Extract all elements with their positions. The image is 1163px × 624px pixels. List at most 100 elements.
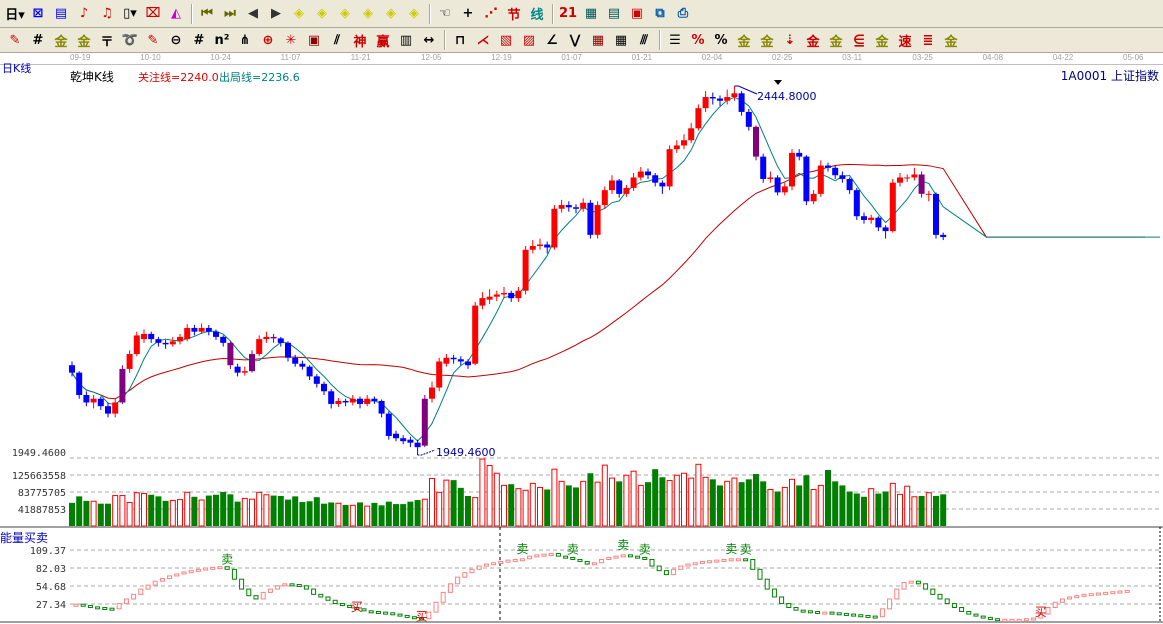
gold-icon[interactable]: 金 <box>54 34 68 50</box>
star-icon[interactable]: ✳ <box>285 32 297 48</box>
shen-icon[interactable]: 神 <box>353 34 367 50</box>
e-icon[interactable]: ⋸ <box>853 32 865 48</box>
volume-bar <box>904 485 911 527</box>
gold5-icon[interactable]: 金 <box>875 34 889 50</box>
shrink-icon[interactable]: ◈ <box>363 6 373 21</box>
candle-body <box>357 398 363 404</box>
indicator-bar <box>433 601 439 613</box>
zoom-out-icon[interactable]: ◈ <box>409 6 419 21</box>
indicator-bar <box>728 558 734 562</box>
indicator9-icon[interactable]: ♫ <box>101 6 113 21</box>
indicator-bar <box>800 609 806 613</box>
jie-icon[interactable]: 节 <box>507 8 521 23</box>
indicator-bar <box>419 617 425 621</box>
hand-icon[interactable]: ☜ <box>439 6 451 21</box>
indicator-bar <box>347 605 353 609</box>
date-tick: 03-11 <box>842 53 863 62</box>
calendar-icon[interactable]: 21 <box>558 6 578 21</box>
gann-box-icon[interactable]: ▧ <box>499 32 513 48</box>
ladder2-icon[interactable]: ≣ <box>922 32 934 48</box>
grid-icon[interactable]: ▦ <box>591 32 605 48</box>
left-icon[interactable]: ◀ <box>248 6 258 21</box>
indicator-bar <box>901 581 907 590</box>
fibonacci-icon[interactable]: 〒 <box>100 34 114 50</box>
notes-icon[interactable]: ▤ <box>54 6 68 21</box>
indicator-bar <box>951 603 957 609</box>
indicator-bar <box>865 614 871 618</box>
angle-icon[interactable]: ∠ <box>546 32 558 48</box>
indicator3-icon[interactable]: ♪ <box>79 6 89 21</box>
print-icon[interactable]: ⎙ <box>677 6 689 21</box>
gold-circle-icon[interactable]: 金 <box>737 34 751 50</box>
save-icon[interactable]: ▣ <box>630 6 644 21</box>
gold-circle2-icon[interactable]: 金 <box>760 34 774 50</box>
volume-bar <box>249 498 255 527</box>
square-icon[interactable]: ▣ <box>307 32 321 48</box>
parallel-icon[interactable]: # <box>193 32 205 48</box>
right-icon[interactable]: ▶ <box>271 6 281 21</box>
indicator-bar <box>1031 617 1037 621</box>
candle-type-dropdown-icon[interactable]: ▯▾ <box>123 6 137 21</box>
circle-icon[interactable]: ⊖ <box>170 32 182 48</box>
chart-window-icon[interactable]: ⊠ <box>32 6 44 21</box>
volume-bar <box>925 492 932 527</box>
line-tool-icon[interactable]: ⋰ <box>484 6 498 21</box>
wave-icon[interactable]: ⋁ <box>569 32 581 48</box>
gann-fan-icon[interactable]: ⋌ <box>476 32 490 48</box>
target-icon[interactable]: ⊕ <box>262 32 274 48</box>
candle-body <box>270 336 277 339</box>
candle-body <box>810 193 817 202</box>
candle-body <box>623 187 630 194</box>
fan-icon[interactable]: ⋔ <box>239 32 251 48</box>
arrow-down-icon[interactable]: ⇣ <box>784 32 796 48</box>
spiral-icon[interactable]: ➰ <box>121 32 139 48</box>
chart-title: 乾坤K线 <box>70 70 114 84</box>
indicator-bar <box>1074 595 1080 599</box>
ying-icon[interactable]: 赢 <box>376 34 390 50</box>
gold3-icon[interactable]: 金 <box>806 34 820 50</box>
fast-icon[interactable]: 速 <box>898 34 912 50</box>
indicator-bar <box>843 612 849 616</box>
gold2-icon[interactable]: 金 <box>77 34 91 50</box>
expand-icon[interactable]: ◈ <box>340 6 350 21</box>
gold6-icon[interactable]: 金 <box>944 34 958 50</box>
color-flag-icon[interactable]: ◭ <box>171 6 181 21</box>
zoom-in-icon[interactable]: ◈ <box>386 6 396 21</box>
line-draw-icon[interactable]: 线 <box>530 8 544 23</box>
indicator-bar <box>764 578 770 590</box>
percent2-icon[interactable]: % <box>714 32 728 48</box>
calculator-icon[interactable]: ▦ <box>584 6 598 21</box>
lines-icon[interactable]: ⫽ <box>334 32 340 48</box>
box-icon[interactable]: ⊓ <box>454 32 466 48</box>
slash-icon[interactable]: ⫻ <box>640 32 648 48</box>
report-icon[interactable]: ▤ <box>607 6 621 21</box>
crosshair-icon[interactable]: + <box>462 6 474 21</box>
ladder-icon[interactable]: ☰ <box>669 32 681 48</box>
ruler-icon[interactable]: ▥ <box>399 32 413 48</box>
grid2-icon[interactable]: ▦ <box>614 32 628 48</box>
indicator-name[interactable]: 能量买卖 <box>0 531 49 545</box>
indicator-bar <box>1038 613 1044 619</box>
indicator-bar <box>807 610 813 614</box>
candle-body <box>760 156 767 179</box>
last-icon[interactable]: ⏭ <box>224 6 236 21</box>
percent-icon[interactable]: % <box>691 32 705 48</box>
first-icon[interactable]: ⏮ <box>201 6 213 21</box>
n2-icon[interactable]: n² <box>214 32 230 48</box>
pen2-icon[interactable]: ✎ <box>147 32 159 48</box>
network-icon[interactable]: ⧉ <box>655 6 665 21</box>
gold4-icon[interactable]: 金 <box>829 34 843 50</box>
indicator-bar <box>152 580 158 586</box>
grid-lines-icon[interactable]: # <box>32 32 44 48</box>
width-icon[interactable]: ↔ <box>423 32 435 48</box>
volume-bar <box>213 494 219 526</box>
gann-square-icon[interactable]: ▨ <box>522 32 536 48</box>
volume-bar <box>688 477 695 527</box>
period-label[interactable]: 日K线 <box>2 62 32 75</box>
zoom-right-icon[interactable]: ◈ <box>317 6 327 21</box>
pen-icon[interactable]: ✎ <box>9 32 21 48</box>
period-day-dropdown-icon[interactable]: 日▾ <box>5 8 25 23</box>
zoom-left-icon[interactable]: ◈ <box>294 6 304 21</box>
pattern-icon[interactable]: ⌧ <box>145 6 161 21</box>
